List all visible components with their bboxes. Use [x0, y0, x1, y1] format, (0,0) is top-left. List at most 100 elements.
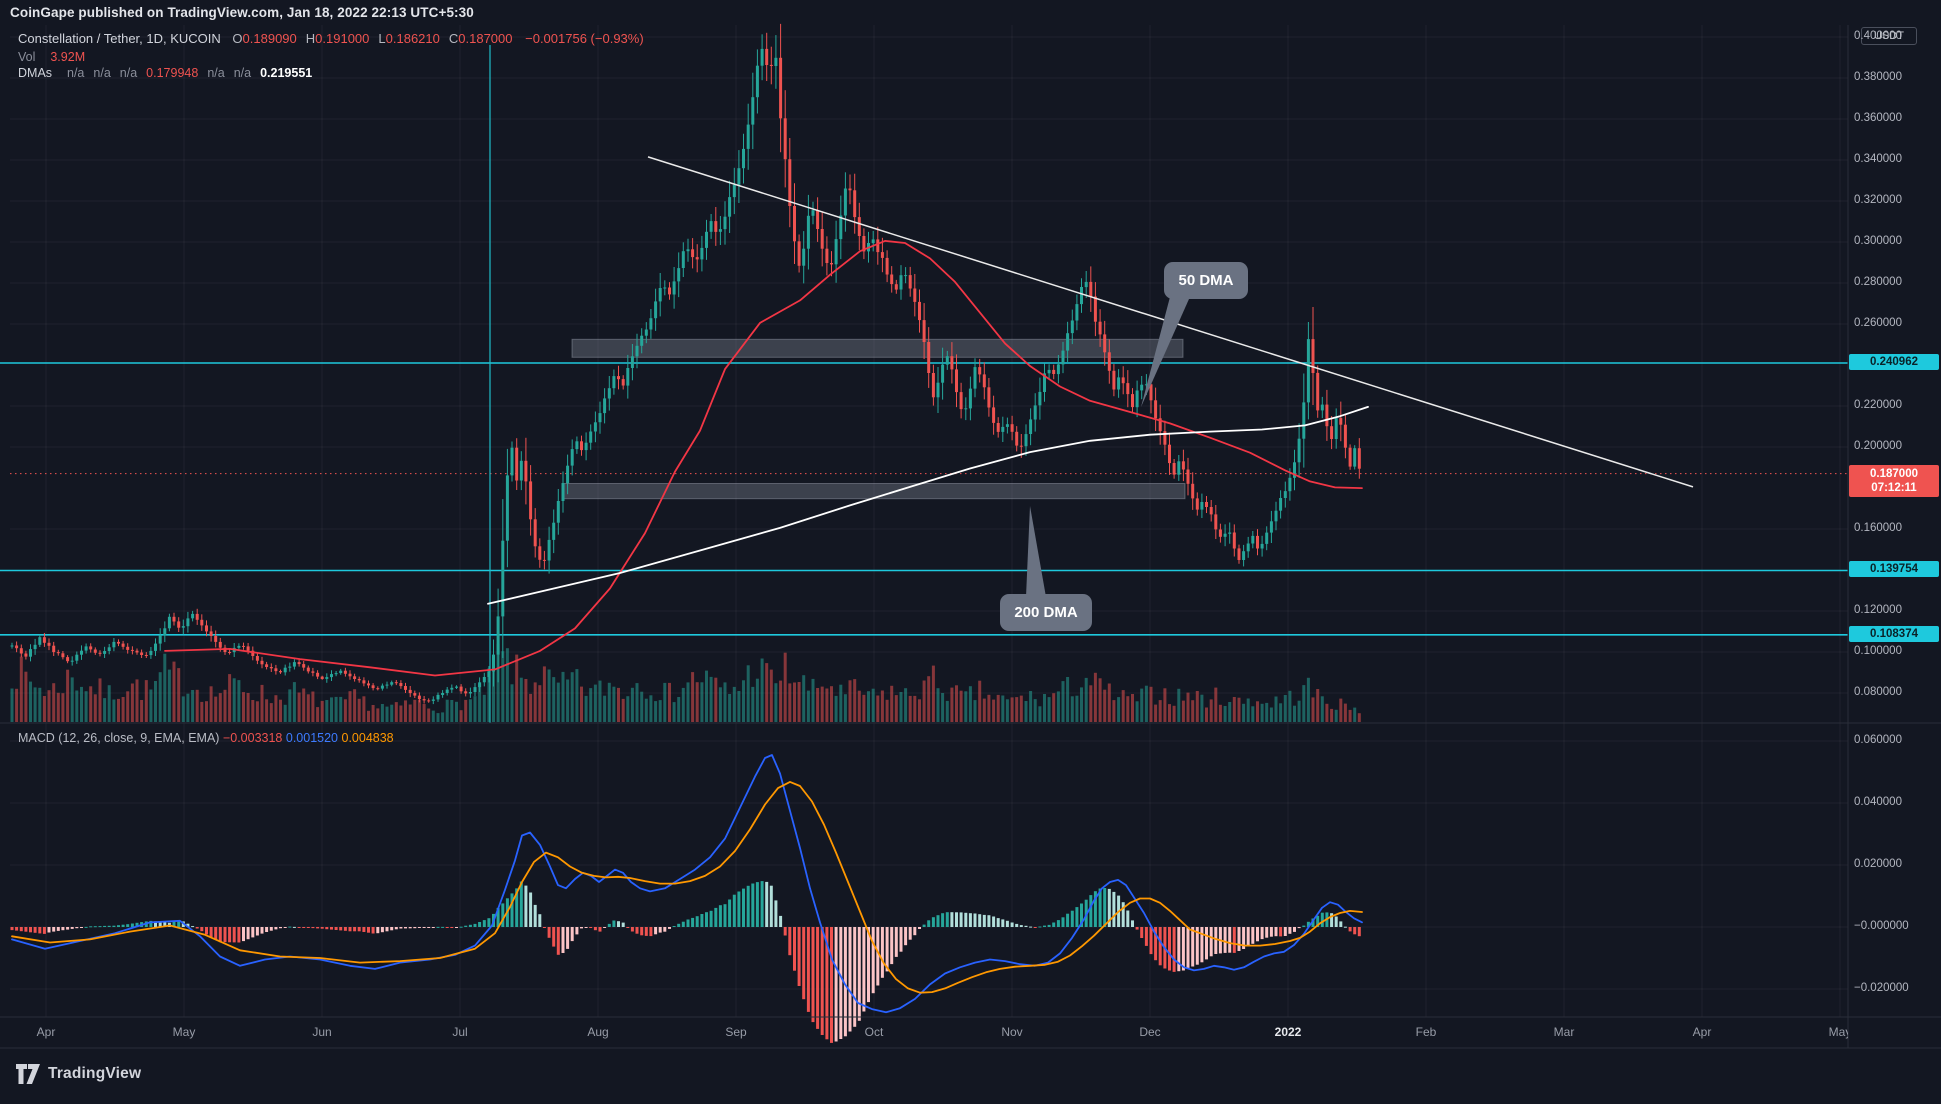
volume-bar — [746, 665, 750, 722]
volume-bar — [390, 704, 394, 722]
dma-legend-row[interactable]: DMAs n/a n/a n/a 0.179948 n/a n/a 0.219551 — [18, 66, 321, 80]
volume-bar — [140, 700, 144, 722]
time-label-dec[interactable]: Dec — [1139, 1025, 1161, 1039]
time-label-sep[interactable]: Sep — [725, 1025, 747, 1039]
price-tick: 0.320000 — [1854, 193, 1902, 206]
dma-item: 0.219551 — [260, 66, 313, 80]
candle-body — [1033, 405, 1037, 420]
candle-body — [890, 274, 894, 285]
candle-body — [343, 670, 347, 674]
macd-histogram-bar — [413, 927, 417, 929]
macd-tick: 0.060000 — [1854, 734, 1902, 746]
time-label-apr[interactable]: Apr — [1692, 1025, 1712, 1039]
volume-bar — [1330, 708, 1334, 722]
candle-body — [765, 48, 769, 65]
macd-histogram-bar — [575, 927, 579, 935]
candle-body — [802, 248, 806, 266]
candle-body — [876, 239, 880, 253]
last-price-value: 0.187000 — [1870, 467, 1918, 480]
time-label-apr[interactable]: Apr — [36, 1025, 56, 1039]
candle-body — [209, 631, 213, 636]
dma-item: n/a — [207, 66, 225, 80]
volume-bar — [723, 682, 727, 722]
candle-body — [1260, 543, 1264, 549]
macd-histogram-bar — [205, 927, 208, 935]
candle-body — [24, 653, 28, 657]
time-label-may[interactable]: May — [1828, 1025, 1848, 1039]
volume-bar — [779, 680, 783, 722]
candle-body — [455, 686, 458, 688]
volume-bar — [121, 697, 125, 722]
candle-body — [1080, 287, 1083, 305]
volume-bar — [339, 696, 343, 722]
volume-bar — [1061, 681, 1065, 722]
time-label-oct[interactable]: Oct — [864, 1025, 884, 1039]
candle-body — [705, 231, 708, 248]
volume-bar — [589, 688, 593, 722]
candle-body — [603, 398, 607, 414]
volume-bar — [1075, 695, 1079, 722]
volume-bar — [441, 712, 445, 722]
volume-bar — [265, 699, 269, 722]
volume-legend-row[interactable]: Vol 3.92M — [18, 50, 85, 64]
macd-histogram-bar — [714, 907, 718, 927]
macd-histogram-bar — [325, 927, 329, 930]
macd-histogram-bar — [237, 927, 241, 943]
time-label-feb[interactable]: Feb — [1415, 1025, 1437, 1039]
candle-body — [964, 408, 968, 410]
tradingview-logo[interactable]: TradingView — [16, 1064, 141, 1084]
symbol-title[interactable]: Constellation / Tether, 1D, KUCOIN — [18, 31, 221, 46]
time-label-jun[interactable]: Jun — [312, 1025, 332, 1039]
symbol-legend-row[interactable]: Constellation / Tether, 1D, KUCOIN O0.18… — [18, 31, 644, 46]
macd-histogram-bar — [561, 927, 565, 953]
candle-body — [552, 522, 556, 540]
volume-bar — [1033, 699, 1037, 722]
volume-bar — [367, 710, 370, 722]
macd-histogram-bar — [718, 905, 722, 927]
time-label-2022[interactable]: 2022 — [1274, 1025, 1302, 1039]
time-label-jul[interactable]: Jul — [452, 1025, 468, 1039]
candle-body — [681, 251, 685, 268]
currency-badge[interactable]: USDT — [1861, 27, 1917, 45]
candle-body — [1274, 510, 1278, 522]
time-label-aug[interactable]: Aug — [587, 1025, 609, 1039]
candle-body — [1348, 447, 1352, 467]
macd-histogram-bar — [922, 924, 926, 927]
macd-histogram-bar — [857, 927, 861, 1021]
macd-histogram-bar — [1200, 927, 1204, 963]
candle-body — [1098, 321, 1102, 335]
volume-bar — [802, 675, 806, 722]
volume-bar — [996, 694, 1000, 722]
volume-bar — [237, 680, 241, 722]
candle-body — [612, 376, 616, 389]
time-label-mar[interactable]: Mar — [1553, 1025, 1575, 1039]
volume-bar — [1154, 704, 1158, 722]
macd-histogram-bar — [654, 927, 658, 935]
candle-body — [561, 483, 565, 501]
volume-bar — [705, 670, 708, 722]
last-price-label: 0.187000 07:12:11 — [1849, 464, 1939, 498]
volume-bar — [1024, 701, 1028, 722]
ma50-line — [164, 240, 1363, 677]
candle-body — [1135, 390, 1139, 408]
macd-histogram-bar — [501, 903, 505, 927]
macd-legend-row[interactable]: MACD (12, 26, close, 9, EMA, EMA) −0.003… — [18, 731, 394, 745]
volume-bar — [755, 678, 759, 722]
candle-body — [1251, 535, 1255, 544]
volume-bar — [1052, 693, 1056, 722]
dma-callout-50: 50 DMA — [1164, 262, 1248, 299]
time-label-may[interactable]: May — [172, 1025, 196, 1039]
macd-tick: 0.040000 — [1854, 796, 1902, 808]
candle-body — [1218, 529, 1222, 537]
candle-body — [445, 689, 449, 693]
time-axis[interactable]: Apr May Jun Jul Aug Sep Oct Nov Dec 2022 Feb Mar Apr… — [0, 1017, 1848, 1048]
macd-histogram-bar — [15, 927, 19, 931]
volume-bar — [1218, 704, 1222, 722]
time-label-nov[interactable]: Nov — [1001, 1025, 1023, 1039]
macd-histogram-bar — [445, 927, 449, 928]
volume-bar — [126, 691, 130, 722]
candle-body — [959, 392, 963, 410]
macd-histogram-bar — [274, 927, 278, 930]
macd-histogram-bar — [47, 927, 51, 933]
